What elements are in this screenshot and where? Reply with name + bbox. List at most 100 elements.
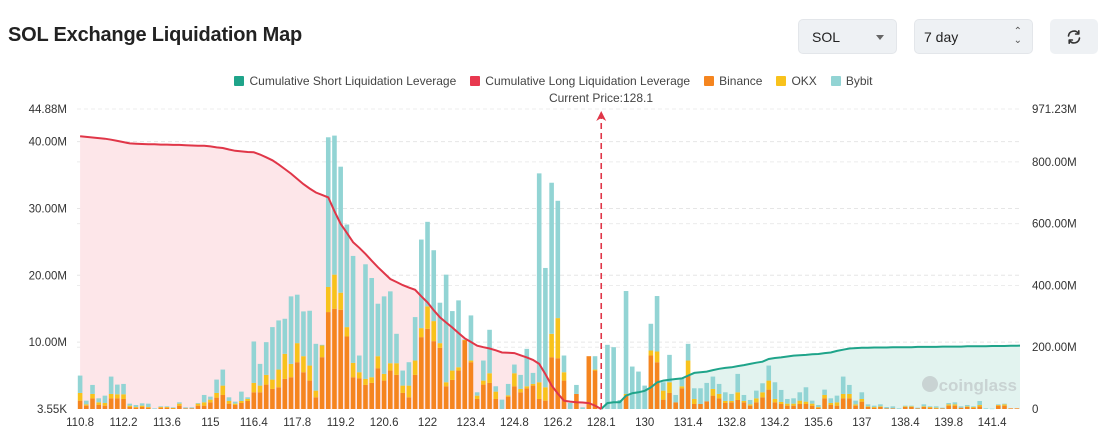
- bar-bybit: [512, 364, 517, 374]
- refresh-button[interactable]: [1050, 19, 1098, 54]
- bar-binance: [809, 405, 815, 409]
- bar-okx: [450, 370, 455, 380]
- x-tick-label: 116.4: [240, 417, 269, 429]
- legend-item-binance[interactable]: Binance: [704, 74, 762, 88]
- bar-bybit: [785, 398, 790, 404]
- x-tick-label: 139.8: [934, 417, 963, 429]
- symbol-select[interactable]: SOL: [798, 19, 897, 54]
- bar-binance: [760, 397, 765, 409]
- bar-binance: [660, 399, 666, 409]
- bar-binance: [977, 406, 982, 409]
- bar-okx: [964, 406, 970, 407]
- bar-okx: [431, 321, 437, 342]
- bar-bybit: [679, 378, 685, 387]
- bar-binance: [964, 406, 970, 409]
- bar-bybit: [170, 407, 176, 408]
- x-tick-label: 126.2: [543, 417, 572, 429]
- bar-bybit: [493, 386, 499, 392]
- bar-okx: [282, 353, 288, 379]
- bar-bybit: [146, 403, 151, 407]
- bar-bybit: [592, 356, 598, 370]
- bar-binance: [146, 407, 151, 409]
- bar-okx: [474, 395, 480, 399]
- bar-bybit: [239, 391, 244, 401]
- bar-binance: [785, 405, 790, 409]
- legend-item-okx[interactable]: OKX: [776, 74, 817, 88]
- bar-okx: [115, 394, 120, 399]
- bar-bybit: [363, 264, 368, 379]
- bar-binance: [319, 357, 325, 409]
- bar-binance: [325, 312, 331, 409]
- bar-okx: [239, 400, 244, 403]
- y-right-tick-label: 800.00M: [1032, 157, 1077, 169]
- bar-okx: [375, 356, 381, 369]
- bar-okx: [332, 274, 337, 309]
- bar-bybit: [270, 327, 275, 380]
- bar-bybit: [232, 401, 238, 404]
- current-price-arrow-icon: [596, 111, 607, 121]
- bar-bybit: [636, 371, 641, 409]
- bar-okx: [201, 402, 207, 406]
- x-tick-label: 110.8: [66, 417, 94, 429]
- bar-bybit: [127, 403, 133, 406]
- bar-binance: [443, 386, 449, 409]
- bar-binance: [729, 402, 734, 409]
- bar-okx: [549, 333, 554, 358]
- bar-okx: [536, 382, 542, 399]
- bar-bybit: [276, 320, 281, 370]
- bar-binance: [741, 402, 747, 409]
- x-tick-label: 115: [201, 417, 219, 429]
- bar-binance: [946, 405, 951, 409]
- bar-binance: [158, 407, 164, 409]
- bar-okx: [251, 382, 257, 393]
- bar-bybit: [878, 404, 883, 407]
- bar-bybit: [301, 311, 306, 357]
- current-price-label: Current Price:128.1: [548, 91, 654, 105]
- bar-binance: [239, 402, 244, 409]
- bar-binance: [363, 384, 368, 409]
- bar-okx: [927, 406, 933, 408]
- bar-bybit: [356, 355, 362, 373]
- bar-bybit: [183, 407, 188, 409]
- bar-binance: [747, 405, 753, 409]
- legend-item-long[interactable]: Cumulative Long Liquidation Leverage: [470, 74, 690, 88]
- bar-bybit: [90, 384, 95, 394]
- bar-bybit: [437, 302, 443, 344]
- legend-swatch: [704, 76, 715, 86]
- bar-bybit: [772, 382, 778, 399]
- x-tick-label: 113.6: [153, 417, 181, 429]
- bar-bybit: [350, 255, 356, 363]
- bar-binance: [301, 372, 306, 409]
- legend-item-bybit[interactable]: Bybit: [830, 74, 873, 88]
- bar-binance: [592, 370, 598, 409]
- bar-binance: [257, 392, 263, 409]
- bar-binance: [995, 405, 1001, 409]
- bar-binance: [350, 377, 356, 409]
- bar-binance: [214, 397, 219, 409]
- legend-item-short[interactable]: Cumulative Short Liquidation Leverage: [234, 74, 456, 88]
- caret-down-icon: [876, 35, 884, 40]
- bar-bybit: [859, 392, 865, 399]
- bar-binance: [307, 380, 312, 409]
- bar-okx: [803, 401, 809, 404]
- bar-binance: [952, 405, 958, 409]
- bar-okx: [493, 391, 499, 399]
- bar-bybit: [450, 311, 455, 371]
- bar-binance: [685, 375, 691, 409]
- bar-binance: [772, 402, 778, 409]
- bar-bybit: [307, 310, 312, 366]
- time-range-select[interactable]: 7 day ⌃ ⌄: [914, 19, 1033, 54]
- bar-okx: [400, 385, 406, 393]
- bar-binance: [282, 378, 288, 409]
- bar-binance: [468, 362, 474, 409]
- bar-bybit: [164, 406, 170, 407]
- bar-binance: [462, 340, 468, 409]
- bar-binance: [375, 368, 381, 409]
- bar-binance: [698, 403, 703, 409]
- bar-binance: [902, 406, 908, 409]
- bar-bybit: [822, 389, 827, 395]
- bar-bybit: [381, 296, 387, 374]
- coinglass-watermark: coinglass: [939, 376, 1017, 395]
- x-tick-label: 112.2: [110, 417, 138, 429]
